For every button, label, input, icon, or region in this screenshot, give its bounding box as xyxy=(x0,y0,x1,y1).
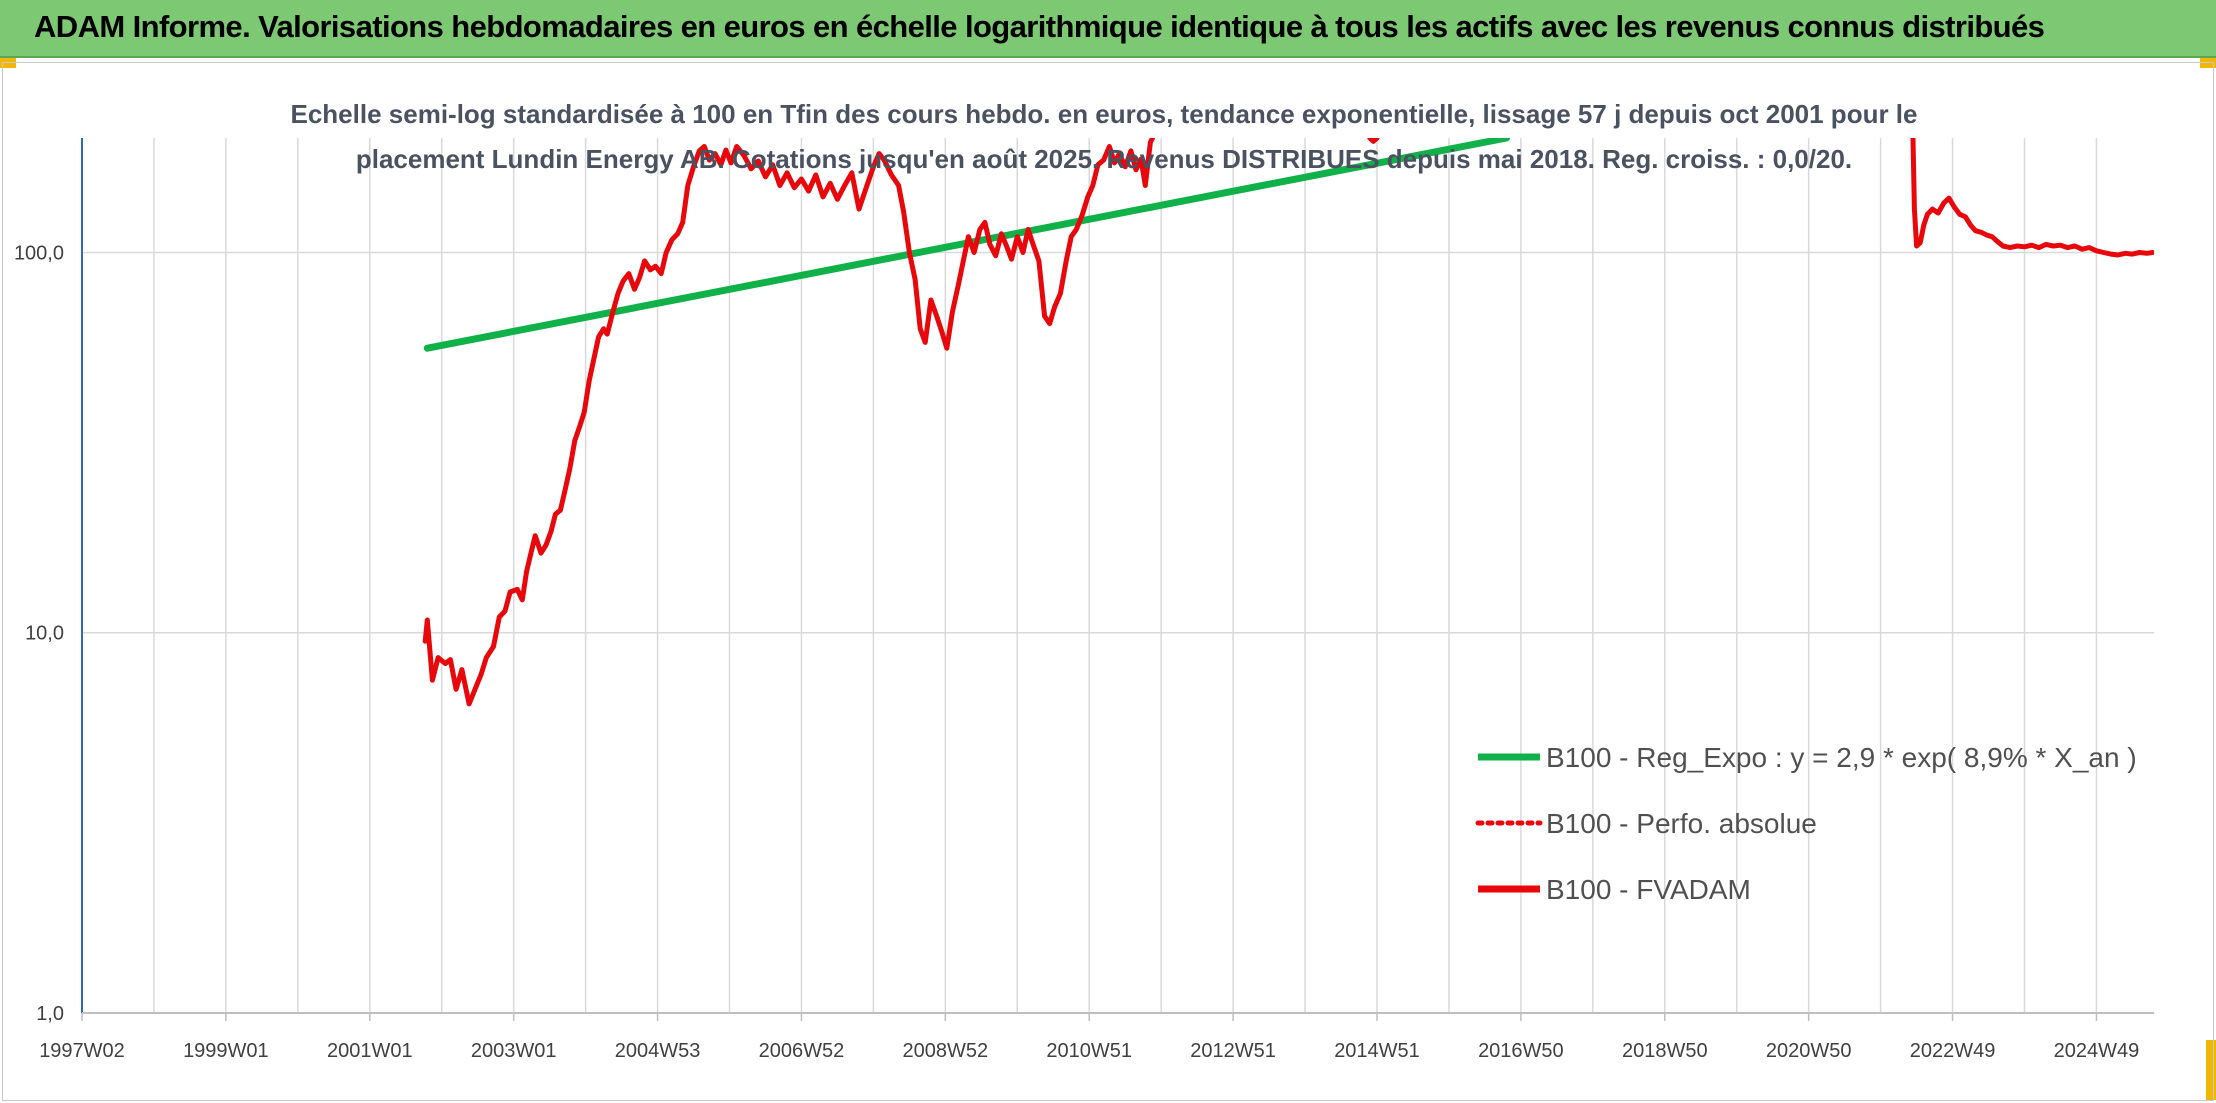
x-tick-label: 2012W51 xyxy=(1190,1040,1276,1062)
x-tick-label: 2022W49 xyxy=(1910,1040,1996,1062)
series-fvadam-line xyxy=(1910,138,2154,258)
chart-frame xyxy=(2,62,2214,1101)
series xyxy=(422,138,2154,707)
legend: B100 - Reg_Expo : y = 2,9 * exp( 8,9% * … xyxy=(1475,742,2137,905)
x-tick-label: 2016W50 xyxy=(1478,1040,1564,1062)
page-title: ADAM Informe. Valorisations hebdomadaire… xyxy=(34,9,2045,44)
x-tick-label: 2006W52 xyxy=(759,1040,845,1062)
legend-label-perfo-absolue: B100 - Perfo. absolue xyxy=(1546,808,1817,839)
y-tick-label: 1,0 xyxy=(36,1003,64,1025)
x-tick-label: 2004W53 xyxy=(615,1040,701,1062)
x-tick-label: 1999W01 xyxy=(183,1040,269,1062)
series-fvadam-line xyxy=(1367,138,1380,144)
chart-title: Echelle semi-log standardisée à 100 en T… xyxy=(291,99,1918,174)
gridlines xyxy=(81,138,2154,1014)
x-tick-label: 2018W50 xyxy=(1622,1040,1708,1062)
header-banner: ADAM Informe. Valorisations hebdomadaire… xyxy=(0,0,2216,58)
series-fvadam-line xyxy=(422,138,1155,707)
chart-title-line-2: placement Lundin Energy AB. Cotations ju… xyxy=(356,144,1852,174)
legend-label-fvadam: B100 - FVADAM xyxy=(1546,874,1751,905)
y-tick-label: 100,0 xyxy=(14,242,64,264)
axes: 1,0 10,0 100,0 1997W02 1999W01 2001W01 2003W01… xyxy=(14,138,2154,1062)
x-tick-label: 2020W50 xyxy=(1766,1040,1852,1062)
x-tick-label: 2001W01 xyxy=(327,1040,413,1062)
y-tick-label: 10,0 xyxy=(25,623,64,645)
legend-label-regression: B100 - Reg_Expo : y = 2,9 * exp( 8,9% * … xyxy=(1546,742,2137,773)
corner-marker-left xyxy=(0,58,16,68)
x-tick-label: 2014W51 xyxy=(1334,1040,1420,1062)
x-tick-label: 2024W49 xyxy=(2054,1040,2140,1062)
x-tick-label: 1997W02 xyxy=(39,1040,125,1062)
corner-marker-right xyxy=(2200,58,2216,68)
chart-title-line-1: Echelle semi-log standardisée à 100 en T… xyxy=(291,99,1918,129)
x-tick-label: 2008W52 xyxy=(903,1040,989,1062)
corner-marker-bottom-right xyxy=(2206,1040,2216,1100)
x-tick-label: 2010W51 xyxy=(1046,1040,1132,1062)
x-tick-label: 2003W01 xyxy=(471,1040,557,1062)
